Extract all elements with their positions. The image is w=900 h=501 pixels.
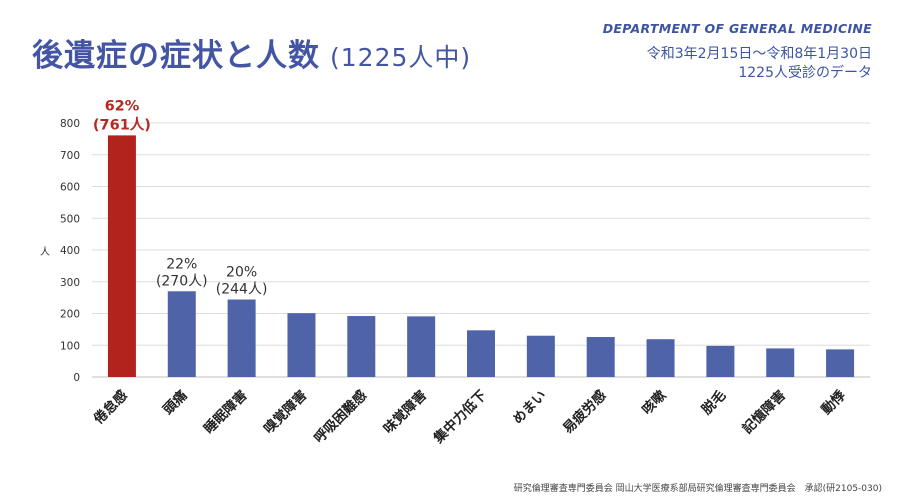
x-tick-label: 動悸 xyxy=(818,386,849,417)
page-title: 後遺症の症状と人数 (1225人中) xyxy=(32,30,471,75)
bar xyxy=(347,316,376,377)
y-tick-label: 200 xyxy=(60,309,80,321)
bar xyxy=(706,345,735,377)
y-tick-label: 100 xyxy=(60,340,80,352)
x-tick-label: 呼吸困難感 xyxy=(310,386,370,446)
x-tick-label: 咳嗽 xyxy=(638,386,669,417)
title-subtitle: (1225人中) xyxy=(330,43,472,72)
x-tick-label: 倦怠感 xyxy=(90,386,131,427)
x-tick-label: 脱毛 xyxy=(698,386,729,417)
y-tick-label: 800 xyxy=(60,118,80,130)
data-label: 62% xyxy=(105,98,140,114)
bar xyxy=(287,313,316,377)
data-label: 22% xyxy=(166,256,197,272)
period-dates: 令和3年2月15日〜令和8年1月30日 xyxy=(646,46,872,62)
y-tick-label: 700 xyxy=(60,150,80,162)
y-tick-label: 400 xyxy=(60,245,80,257)
bar xyxy=(526,335,555,377)
bar xyxy=(766,348,795,377)
footer-note: 研究倫理審査専門委員会 岡山大学医療系部局研究倫理審査専門委員会 承認(研210… xyxy=(513,484,882,494)
bar xyxy=(107,135,136,377)
bar xyxy=(467,330,495,377)
y-tick-label: 300 xyxy=(60,277,80,289)
bar xyxy=(826,349,855,377)
period-info: 令和3年2月15日〜令和8年1月30日 1225人受診のデータ xyxy=(647,45,872,83)
y-axis-label: 人 xyxy=(40,246,50,258)
x-tick-label: 記憶障害 xyxy=(739,387,789,437)
title-main: 後遺症の症状と人数 xyxy=(32,38,320,74)
x-tick-label: めまい xyxy=(510,388,550,428)
x-tick-label: 嗅覚障害 xyxy=(260,387,310,437)
x-tick-label: 易疲労感 xyxy=(559,386,610,437)
data-label: (761人) xyxy=(93,116,151,133)
data-label: (270人) xyxy=(156,273,208,289)
y-tick-label: 500 xyxy=(60,213,80,225)
data-label: (244人) xyxy=(216,282,268,298)
bar xyxy=(407,316,436,377)
x-tick-label: 睡眠障害 xyxy=(200,387,250,437)
data-label: 20% xyxy=(226,265,257,281)
bar xyxy=(227,299,256,377)
bar xyxy=(646,339,675,377)
bar xyxy=(586,336,615,377)
y-tick-label: 600 xyxy=(60,182,80,194)
bar xyxy=(167,291,196,377)
department-label: DEPARTMENT OF GENERAL MEDICINE xyxy=(602,21,872,36)
x-tick-label: 頭痛 xyxy=(159,386,190,417)
patient-count: 1225人受診のデータ xyxy=(738,65,872,81)
x-tick-label: 味覚障害 xyxy=(380,387,430,437)
x-tick-label: 集中力低下 xyxy=(429,386,490,447)
y-tick-label: 0 xyxy=(73,372,80,384)
